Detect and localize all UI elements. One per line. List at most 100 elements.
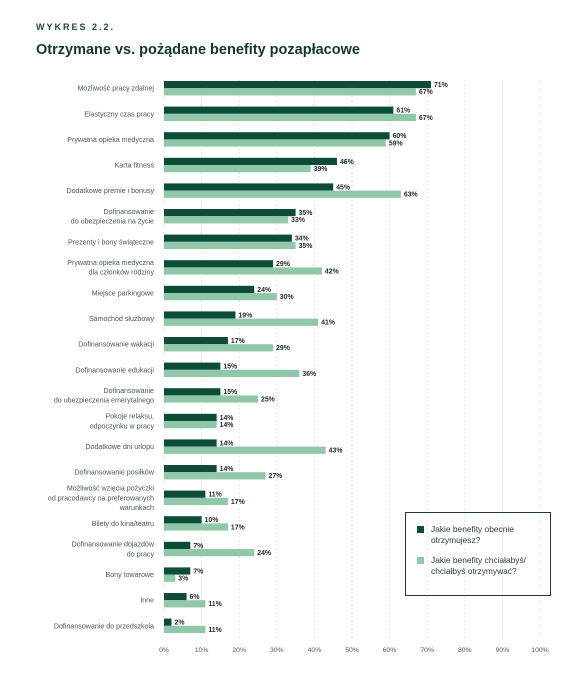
bar-received: [164, 465, 217, 473]
value-label-received: 19%: [238, 312, 252, 319]
bar-received: [164, 260, 274, 268]
bar-desired: [164, 293, 277, 301]
bar-desired: [164, 523, 228, 531]
x-tick-label: 40%: [308, 647, 322, 654]
value-label-received: 71%: [434, 82, 448, 89]
category-label: Dodatkowe premie i bonusy: [66, 187, 154, 195]
category-label: do pracy: [127, 550, 155, 558]
value-label-received: 6%: [190, 594, 200, 601]
value-label-received: 11%: [208, 492, 221, 499]
bar-desired: [164, 318, 319, 326]
bar-received: [164, 567, 191, 575]
chart-title: Otrzymane vs. pożądane benefity pozapłac…: [36, 42, 360, 58]
bar-desired: [164, 190, 401, 198]
value-label-desired: 17%: [231, 524, 245, 531]
bar-received: [164, 157, 337, 165]
bar-received: [164, 388, 221, 396]
value-label-desired: 33%: [291, 217, 305, 224]
legend-label-received-line-2: otrzymujesz?: [431, 535, 481, 545]
category-label: Pokoje relaksu,: [106, 413, 155, 421]
value-label-received: 24%: [257, 287, 271, 294]
value-label-desired: 30%: [280, 294, 294, 301]
bar-desired: [164, 600, 206, 608]
value-label-desired: 41%: [321, 320, 335, 327]
value-label-desired: 42%: [325, 268, 339, 275]
x-tick-label: 80%: [458, 647, 472, 654]
bar-received: [164, 337, 228, 345]
x-tick-label: 70%: [420, 647, 434, 654]
category-label: odpoczynku w pracy: [90, 422, 155, 430]
bar-received: [164, 234, 292, 242]
value-label-desired: 3%: [178, 576, 188, 583]
bar-received: [164, 81, 431, 89]
bar-desired: [164, 113, 416, 121]
category-label: Dofinansowanie: [104, 208, 155, 216]
bar-desired: [164, 88, 416, 96]
value-label-received: 14%: [220, 440, 234, 447]
value-label-received: 10%: [205, 517, 219, 524]
bar-desired: [164, 241, 296, 249]
legend-item-desired: Jakie benefity chciałabyś/ chciałbyś otr…: [417, 555, 542, 577]
value-label-received: 14%: [220, 415, 234, 422]
legend-label-received: Jakie benefity obecnie otrzymujesz?: [431, 524, 514, 546]
category-label: Dofinansowanie: [104, 387, 155, 395]
value-label-desired: 67%: [419, 89, 433, 96]
value-label-desired: 29%: [276, 345, 290, 352]
value-label-desired: 25%: [261, 396, 275, 403]
value-label-desired: 17%: [231, 499, 245, 506]
category-label: Dofinansowanie do przedszkola: [54, 622, 154, 630]
bar-desired: [164, 267, 322, 275]
category-label: Prezenty i bony świąteczne: [68, 238, 154, 246]
bar-received: [164, 439, 217, 447]
value-label-received: 14%: [220, 466, 234, 473]
bar-desired: [164, 216, 289, 224]
value-label-desired: 35%: [299, 243, 313, 250]
bar-desired: [164, 574, 176, 582]
value-label-desired: 67%: [419, 115, 433, 122]
category-label: do ubezpieczenia emerytalnego: [54, 397, 154, 405]
legend-label-received-line-1: Jakie benefity obecnie: [431, 524, 514, 534]
bar-received: [164, 490, 206, 498]
category-label: Możliwość pracy zdalnej: [78, 85, 155, 93]
bar-desired: [164, 421, 217, 429]
value-label-received: 2%: [175, 620, 185, 627]
bar-desired: [164, 165, 311, 173]
legend-swatch-desired: [417, 557, 424, 564]
legend-label-desired-line-1: Jakie benefity chciałabyś/: [431, 555, 526, 565]
category-label: Możliwość wzięcia pożyczki: [67, 485, 155, 493]
bar-desired: [164, 549, 255, 557]
value-label-received: 7%: [193, 568, 203, 575]
category-label: do ubezpieczenia na życie: [71, 218, 154, 226]
bar-received: [164, 593, 187, 601]
category-label: dla członków rodziny: [89, 269, 155, 277]
bar-received: [164, 618, 172, 626]
x-tick-label: 30%: [270, 647, 284, 654]
x-tick-label: 20%: [232, 647, 246, 654]
bar-desired: [164, 472, 266, 480]
value-label-received: 46%: [340, 159, 354, 166]
bar-desired: [164, 344, 274, 352]
value-label-desired: 63%: [404, 192, 418, 199]
category-label: Miejsce parkingowe: [92, 290, 154, 298]
category-label: warunkach: [119, 504, 154, 512]
value-label-received: 34%: [295, 236, 309, 243]
bar-desired: [164, 497, 228, 505]
value-label-received: 17%: [231, 338, 245, 345]
bar-received: [164, 106, 394, 114]
bar-desired: [164, 395, 258, 403]
bar-received: [164, 362, 221, 370]
bar-desired: [164, 139, 386, 147]
value-label-desired: 27%: [269, 473, 283, 480]
bar-received: [164, 209, 296, 217]
value-label-received: 61%: [396, 108, 410, 115]
chart-legend: Jakie benefity obecnie otrzymujesz? Jaki…: [405, 512, 551, 596]
category-label: Dofinansowanie posiłków: [74, 469, 155, 477]
bar-desired: [164, 446, 326, 454]
legend-label-desired: Jakie benefity chciałabyś/ chciałbyś otr…: [431, 555, 526, 577]
value-label-received: 35%: [299, 210, 313, 217]
value-label-desired: 11%: [208, 627, 221, 634]
bar-received: [164, 132, 390, 140]
value-label-desired: 14%: [220, 422, 234, 429]
value-label-received: 29%: [276, 261, 290, 268]
